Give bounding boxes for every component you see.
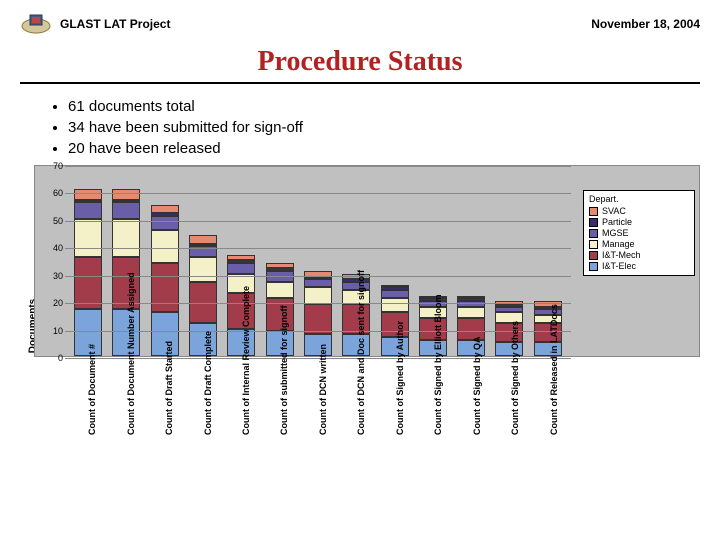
- bar-segment: [112, 202, 140, 218]
- bar-segment: [74, 202, 102, 218]
- legend-item: SVAC: [589, 206, 689, 216]
- bar-segment: [381, 298, 409, 312]
- legend: Depart. SVACParticleMGSEManageI&T-MechI&T…: [583, 190, 695, 276]
- gridline: [65, 248, 571, 249]
- bar-segment: [189, 235, 217, 243]
- bullet-list: 61 documents total 34 have been submitted…: [0, 84, 720, 165]
- legend-label: I&T-Elec: [602, 261, 636, 271]
- legend-swatch: [589, 240, 598, 249]
- legend-swatch: [589, 218, 598, 227]
- bars-plot: [65, 166, 571, 356]
- legend-item: I&T-Mech: [589, 250, 689, 260]
- y-tick: 20: [53, 298, 63, 308]
- legend-swatch: [589, 251, 598, 260]
- gridline: [65, 166, 571, 167]
- legend-item: Particle: [589, 217, 689, 227]
- legend-item: I&T-Elec: [589, 261, 689, 271]
- gridline: [65, 276, 571, 277]
- legend-item: MGSE: [589, 228, 689, 238]
- bar-segment: [112, 219, 140, 257]
- y-tick: 70: [53, 161, 63, 171]
- bar-segment: [304, 304, 332, 334]
- bar-segment: [189, 257, 217, 282]
- legend-item: Manage: [589, 239, 689, 249]
- header: GLAST LAT Project November 18, 2004: [0, 0, 720, 40]
- bar-segment: [304, 287, 332, 303]
- gridline: [65, 221, 571, 222]
- y-tick: 30: [53, 271, 63, 281]
- legend-label: SVAC: [602, 206, 626, 216]
- legend-label: Particle: [602, 217, 632, 227]
- gridline: [65, 303, 571, 304]
- legend-label: Manage: [602, 239, 635, 249]
- bar-segment: [227, 263, 255, 274]
- bar-segment: [74, 257, 102, 309]
- y-tick: 40: [53, 243, 63, 253]
- bullet-item: 20 have been released: [68, 140, 670, 157]
- bullet-item: 61 documents total: [68, 98, 670, 115]
- legend-swatch: [589, 207, 598, 216]
- header-date: November 18, 2004: [591, 17, 700, 31]
- bar-segment: [151, 205, 179, 213]
- glast-logo: [20, 12, 52, 36]
- page-title: Procedure Status: [0, 46, 720, 78]
- legend-label: MGSE: [602, 228, 629, 238]
- bar-segment: [151, 216, 179, 230]
- bar-segment: [151, 263, 179, 312]
- chart-container: Documents 010203040506070 Depart.SVACPar…: [34, 165, 700, 487]
- legend-swatch: [589, 229, 598, 238]
- legend-label: I&T-Mech: [602, 250, 641, 260]
- bar-segment: [381, 290, 409, 298]
- gridline: [65, 193, 571, 194]
- y-tick: 60: [53, 188, 63, 198]
- bar-segment: [457, 307, 485, 318]
- bar-segment: [74, 219, 102, 257]
- legend-title: Depart.: [589, 194, 689, 204]
- gridline: [65, 331, 571, 332]
- y-tick: 10: [53, 326, 63, 336]
- y-axis: 010203040506070: [35, 166, 65, 356]
- y-tick: 50: [53, 216, 63, 226]
- project-name: GLAST LAT Project: [60, 17, 170, 31]
- y-tick: 0: [58, 353, 63, 363]
- x-tick-label: Count of Released in LATDocs: [549, 407, 679, 435]
- legend-swatch: [589, 262, 598, 271]
- x-axis-labels: Count of Document #Count of Document Num…: [64, 357, 572, 487]
- bullet-item: 34 have been submitted for sign-off: [68, 119, 670, 136]
- bar: [151, 205, 179, 356]
- bar-segment: [266, 282, 294, 298]
- bar-segment: [151, 230, 179, 263]
- bar-segment: [304, 279, 332, 287]
